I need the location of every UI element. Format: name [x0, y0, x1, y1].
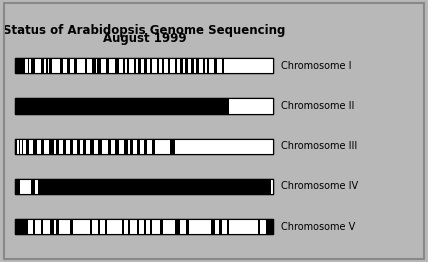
Bar — [54, 219, 56, 234]
Bar — [36, 139, 41, 154]
Bar — [224, 58, 273, 73]
Bar — [100, 219, 105, 234]
Bar — [260, 219, 266, 234]
Bar — [15, 58, 273, 73]
Bar — [209, 58, 214, 73]
Bar — [45, 139, 50, 154]
Bar — [181, 219, 186, 234]
Bar — [152, 219, 160, 234]
Bar — [119, 58, 123, 73]
Bar — [125, 58, 127, 73]
Bar — [59, 219, 70, 234]
Bar — [111, 139, 116, 154]
Bar — [271, 179, 273, 194]
Bar — [96, 58, 98, 73]
Bar — [35, 58, 41, 73]
Bar — [177, 58, 181, 73]
Bar — [94, 139, 98, 154]
Bar — [48, 58, 49, 73]
Bar — [20, 139, 21, 154]
Bar — [170, 58, 175, 73]
Text: Chromosome I: Chromosome I — [281, 61, 351, 71]
Bar — [20, 179, 31, 194]
Bar — [29, 139, 33, 154]
Bar — [30, 58, 31, 73]
Bar — [73, 139, 77, 154]
Bar — [152, 58, 157, 73]
Bar — [80, 139, 83, 154]
Bar — [140, 139, 144, 154]
Bar — [139, 219, 144, 234]
Bar — [102, 139, 108, 154]
Bar — [175, 139, 273, 154]
Bar — [133, 139, 137, 154]
Bar — [15, 58, 273, 73]
Bar — [43, 219, 51, 234]
Bar — [141, 58, 144, 73]
Bar — [86, 139, 90, 154]
Bar — [205, 58, 207, 73]
Bar — [52, 58, 60, 73]
Bar — [15, 139, 273, 154]
Bar — [194, 58, 196, 73]
Bar — [54, 139, 56, 154]
Bar — [35, 179, 38, 194]
Text: Chromosome V: Chromosome V — [281, 222, 355, 232]
Bar — [15, 219, 273, 234]
Bar — [101, 58, 106, 73]
Bar — [155, 139, 170, 154]
Bar — [109, 58, 116, 73]
Bar — [15, 98, 273, 114]
Bar — [214, 219, 219, 234]
Text: Chromosome III: Chromosome III — [281, 141, 357, 151]
Bar — [28, 219, 33, 234]
Bar — [136, 58, 138, 73]
Bar — [92, 219, 98, 234]
Text: August 1999: August 1999 — [103, 32, 186, 45]
Bar — [15, 179, 273, 194]
Bar — [119, 139, 124, 154]
Bar — [217, 58, 222, 73]
Bar — [107, 219, 122, 234]
Bar — [77, 58, 85, 73]
Bar — [163, 219, 175, 234]
Bar — [188, 58, 191, 73]
Bar — [147, 58, 149, 73]
Bar — [59, 139, 63, 154]
Bar — [44, 58, 46, 73]
Bar — [17, 139, 18, 154]
Text: Status of Arabidopsis Genome Sequencing: Status of Arabidopsis Genome Sequencing — [3, 24, 285, 37]
Bar — [66, 139, 70, 154]
Bar — [15, 219, 273, 234]
Bar — [73, 219, 90, 234]
Bar — [222, 219, 227, 234]
Bar — [147, 139, 152, 154]
Text: Chromosome IV: Chromosome IV — [281, 182, 358, 192]
Bar — [63, 58, 67, 73]
Bar — [25, 58, 28, 73]
Bar — [15, 179, 273, 194]
Bar — [15, 98, 273, 114]
Bar — [130, 219, 137, 234]
Text: Chromosome II: Chromosome II — [281, 101, 354, 111]
Bar — [124, 219, 128, 234]
Bar — [70, 58, 74, 73]
Bar — [129, 58, 134, 73]
Bar — [15, 139, 273, 154]
Bar — [87, 58, 92, 73]
Bar — [189, 219, 211, 234]
Bar — [146, 219, 149, 234]
Bar — [35, 219, 41, 234]
Bar — [229, 219, 258, 234]
Bar — [182, 58, 185, 73]
Bar — [229, 98, 273, 114]
Bar — [128, 139, 131, 154]
Bar — [164, 58, 168, 73]
Bar — [199, 58, 203, 73]
Bar — [23, 139, 26, 154]
Bar — [159, 58, 162, 73]
